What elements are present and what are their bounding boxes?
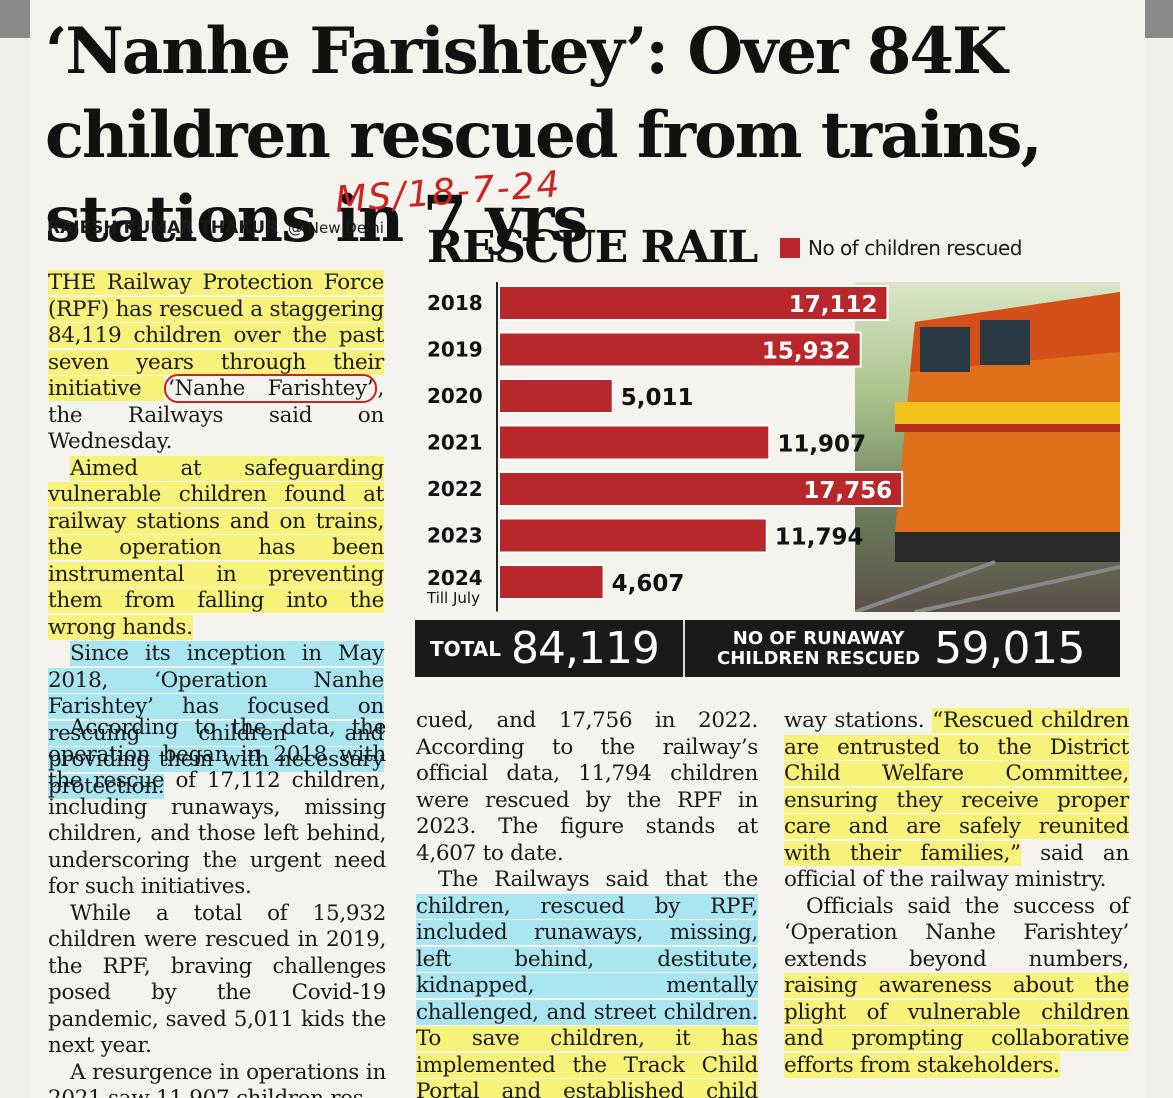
bar-2019 xyxy=(498,331,862,368)
bar-2022 xyxy=(498,471,904,507)
byline-location: @ New Delhi xyxy=(288,219,384,237)
paragraph-2: Aimed at safeguarding vulnerable childre… xyxy=(48,455,384,640)
runaway-value: 59,015 xyxy=(934,623,1086,674)
column-1-bottom: According to the data, the operation beg… xyxy=(48,715,386,1098)
paragraph-3: Since its inception in May 2018, ‘Operat… xyxy=(48,641,384,799)
bar-2018 xyxy=(498,285,889,321)
runaway-label: NO OF RUNAWAY CHILDREN RESCUED xyxy=(717,627,921,669)
circled-name: ‘Nanhe Farishtey’ xyxy=(164,374,378,403)
legend-swatch xyxy=(780,238,800,258)
category-label-2020: 2020 xyxy=(427,384,483,408)
byline-author: RAJESH KUMAR THAKUR xyxy=(47,218,279,238)
bar-2020 xyxy=(498,378,614,414)
category-label-2021: 2021 xyxy=(427,431,483,455)
total-label: TOTAL xyxy=(430,636,501,661)
column-3: way stations. “Rescued children are entr… xyxy=(784,708,1129,1079)
train-photo xyxy=(855,282,1120,612)
column-2: cued, and 17,756 in 2022. According to t… xyxy=(416,708,758,1098)
legend-label: No of children rescued xyxy=(808,236,1022,260)
category-label-2019: 2019 xyxy=(427,338,483,362)
paragraph-1: THE Railway Protection Force (RPF) has r… xyxy=(48,270,384,454)
paragraph-4: According to the data, the operation beg… xyxy=(48,715,386,899)
bar-2024 xyxy=(498,564,605,600)
column-1-top: THE Railway Protection Force (RPF) has r… xyxy=(48,270,384,800)
locomotive-illustration xyxy=(855,292,1120,612)
value-label-2023: 11,794 xyxy=(775,525,864,551)
value-label-2020: 5,011 xyxy=(621,385,694,411)
graphic-title: RESCUE RAIL xyxy=(427,222,758,273)
category-label-2023: 2023 xyxy=(427,524,483,548)
totals-strip: TOTAL 84,119 NO OF RUNAWAY CHILDREN RESC… xyxy=(415,620,1120,677)
paragraph-5: While a total of 15,932 children were re… xyxy=(48,900,386,1059)
category-label-2022: 2022 xyxy=(427,477,483,501)
category-label-2024: 2024 xyxy=(427,566,483,590)
category-sublabel-2024: Till July xyxy=(426,589,480,607)
bar-2021 xyxy=(498,424,771,461)
chart-legend: No of children rescued xyxy=(780,236,1022,260)
value-label-2019: 15,932 xyxy=(762,339,851,365)
paragraph-7-cont: way stations. “Rescued children are entr… xyxy=(784,708,1129,892)
category-label-2018: 2018 xyxy=(427,291,483,315)
byline: RAJESH KUMAR THAKUR @ New Delhi xyxy=(47,218,384,238)
value-label-2021: 11,907 xyxy=(777,432,866,458)
value-label-2018: 17,112 xyxy=(789,292,878,318)
paragraph-6-start: A resurgence in operations in 2021 saw 1… xyxy=(48,1059,386,1098)
headline: ‘Nanhe Farishtey’: Over 84K children res… xyxy=(45,14,1043,257)
bar-2023 xyxy=(498,517,768,554)
value-label-2024: 4,607 xyxy=(612,571,685,597)
paragraph-7: The Railways said that the children, res… xyxy=(416,867,758,1098)
bar-chart: 2018 17,112 2019 15,932 2020 5,011 2021 11,907 2… xyxy=(426,282,904,612)
total-value: 84,119 xyxy=(510,623,660,674)
paragraph-8: Officials said the success of ‘Operation… xyxy=(784,893,1129,1078)
paragraph-6-cont: cued, and 17,756 in 2022. According to t… xyxy=(416,708,758,866)
rescue-rail-graphic: RESCUE RAIL No of children rescued 2018 1… xyxy=(415,222,1120,682)
value-label-2022: 17,756 xyxy=(803,478,892,504)
